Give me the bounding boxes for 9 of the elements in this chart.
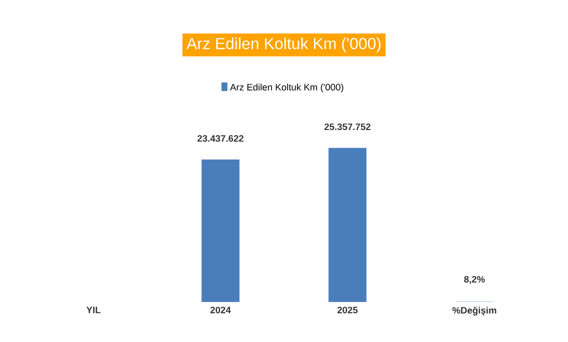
x-tick-label: 2025 [337, 306, 358, 314]
data-label: 25.357.752 [324, 123, 370, 130]
legend-label: Arz Edilen Koltuk Km ('000) [230, 84, 344, 92]
chart-title: Arz Edilen Koltuk Km ('000) [186, 37, 381, 52]
x-tick-label: YIL [86, 306, 101, 314]
data-label: 23.437.622 [197, 135, 244, 142]
x-tick-label: 2024 [210, 306, 231, 314]
x-tick-label: %Değişim [452, 306, 496, 316]
data-label: 8,2% [464, 276, 485, 284]
